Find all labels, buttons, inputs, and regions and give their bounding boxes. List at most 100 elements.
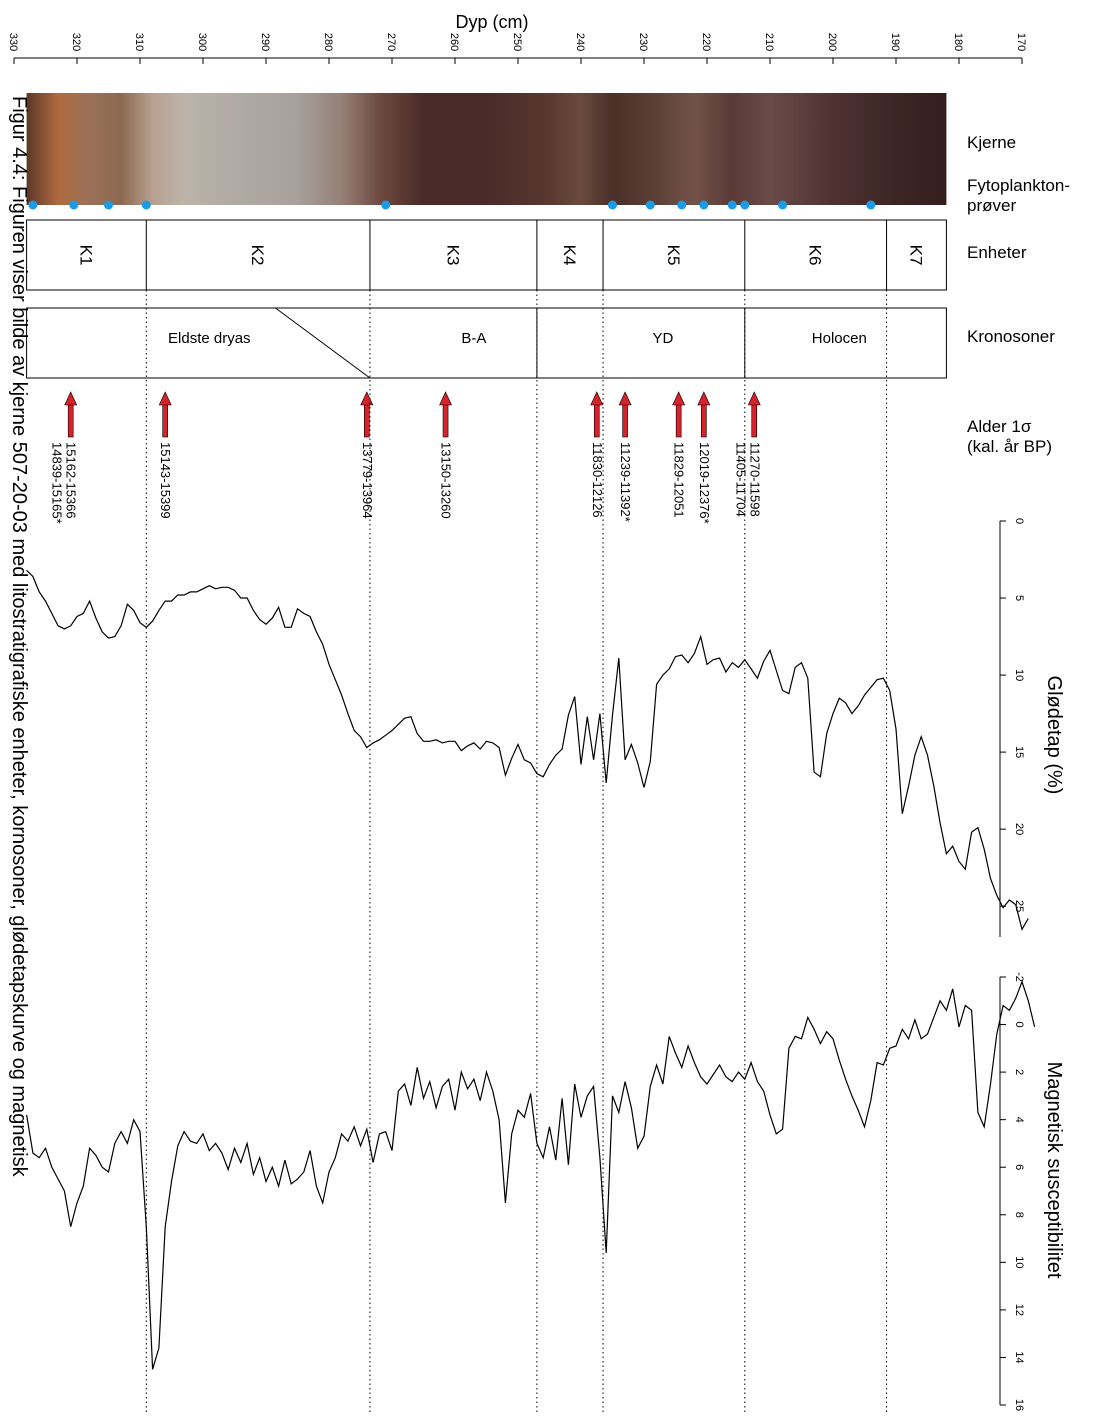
phyto-sample-dot <box>645 200 655 210</box>
age-arrow-head <box>747 391 761 406</box>
age-arrow-head <box>158 391 172 406</box>
depth-tick-label: 190 <box>889 33 901 51</box>
depth-tick-label: 210 <box>763 33 775 51</box>
age-arrow-head <box>360 391 374 406</box>
depth-tick-label: 180 <box>952 33 964 51</box>
age-label: 11239-11392* <box>618 442 633 522</box>
age-arrow-head <box>439 391 453 406</box>
depth-tick-label: 310 <box>133 33 145 51</box>
age-label: 11270-11598 <box>747 442 762 517</box>
value-tick-label: 25 <box>1013 900 1025 912</box>
depth-tick-label: 300 <box>196 33 208 51</box>
phyto-sample-dot <box>778 200 788 210</box>
depth-tick-label: 290 <box>259 33 271 51</box>
depth-tick-label: 280 <box>322 33 334 51</box>
value-tick-label: 16 <box>1013 1399 1025 1411</box>
chronozone-diagonal <box>275 307 371 379</box>
age-label: 12019-12376* <box>697 442 712 524</box>
depth-tick-label: 200 <box>826 33 838 51</box>
value-tick-label: -2 <box>1013 972 1025 982</box>
phyto-sample-dot <box>866 200 876 210</box>
phyto-sample-dot <box>28 200 38 210</box>
row-label-chronozones: Kronosoner <box>967 327 1055 346</box>
age-arrow-head <box>64 391 78 406</box>
phyto-sample-dot <box>608 200 617 210</box>
age-arrow <box>751 402 758 438</box>
value-tick-label: 20 <box>1013 823 1025 835</box>
unit-label: K2 <box>248 245 267 266</box>
age-arrow <box>593 402 600 438</box>
chronozone-label: YD <box>652 330 673 347</box>
age-arrow-head <box>697 391 711 406</box>
value-tick-label: 0 <box>1013 1021 1025 1027</box>
depth-axis-title: Dyp (cm) <box>456 12 529 32</box>
chronozone-label: B-A <box>461 330 486 347</box>
row-label-ages: Alder 1σ (kal. år BP) <box>967 417 1052 456</box>
age-arrow <box>363 402 370 438</box>
age-arrow <box>675 402 682 438</box>
depth-tick-label: 220 <box>700 33 712 51</box>
value-tick-label: 0 <box>1013 518 1025 524</box>
age-label: 14839-15165* <box>50 442 65 524</box>
age-arrow <box>622 402 628 438</box>
row-label-phyto: Fytoplankton-prøver <box>967 176 1070 215</box>
ms-axis-title: Magnetisk susceptibilitet <box>1043 1062 1065 1279</box>
depth-tick-label: 320 <box>70 33 82 51</box>
chronozone-label: Eldste dryas <box>168 330 251 347</box>
age-label: 13779-13964 <box>360 442 375 519</box>
core-photo <box>26 93 947 205</box>
age-label: 15143-15399 <box>158 442 173 519</box>
phyto-sample-dot <box>727 200 737 210</box>
value-tick-label: 10 <box>1013 669 1025 681</box>
unit-label: K3 <box>443 245 462 266</box>
age-arrow <box>442 402 449 438</box>
value-tick-label: 10 <box>1013 1256 1025 1268</box>
units-frame <box>26 219 947 291</box>
row-label-units: Enheter <box>967 243 1027 262</box>
ms-plot: -2 0 2 4 6 8 10 12 14 16 Magnetisk susceptibilite… <box>26 972 1065 1411</box>
age-label: 13150-13260 <box>439 442 454 519</box>
chronozone-frame <box>26 307 947 379</box>
unit-label: K5 <box>664 245 683 266</box>
value-tick-label: 14 <box>1013 1351 1025 1363</box>
value-tick-label: 6 <box>1013 1164 1025 1170</box>
figure-caption: Figur 4.4: Figuren viser bilde av kjerne… <box>8 96 30 1178</box>
phyto-sample-dot <box>104 200 113 210</box>
row-label-core: Kjerne <box>967 133 1016 152</box>
age-arrow-head <box>590 391 604 406</box>
unit-label: K1 <box>76 245 95 266</box>
phyto-sample-dot <box>69 200 79 210</box>
age-arrow <box>67 402 74 438</box>
depth-tick-label: 240 <box>574 33 586 51</box>
unit-label: K7 <box>906 245 925 266</box>
age-arrow <box>162 402 168 438</box>
phyto-sample-dot <box>381 200 391 210</box>
value-tick-label: 5 <box>1013 595 1025 601</box>
value-tick-label: 4 <box>1013 1117 1025 1123</box>
loi-series-line <box>26 569 1029 931</box>
value-tick-label: 2 <box>1013 1069 1025 1075</box>
depth-tick-label: 170 <box>1015 33 1027 51</box>
age-arrow-head <box>618 391 632 406</box>
age-arrow <box>701 402 707 438</box>
loi-axis-title: Glødetap (%) <box>1043 676 1065 795</box>
value-tick-label: 15 <box>1013 746 1025 758</box>
age-label: 11830-12126 <box>590 442 605 518</box>
depth-tick-label: 230 <box>637 33 649 51</box>
value-tick-label: 8 <box>1013 1212 1025 1218</box>
phyto-sample-dot <box>740 200 750 210</box>
phyto-sample-dot <box>141 200 151 210</box>
unit-label: K4 <box>560 245 579 266</box>
age-arrow-head <box>672 391 686 406</box>
chronozone-label: Holocen <box>812 330 867 347</box>
value-tick-label: 12 <box>1013 1304 1025 1316</box>
phyto-sample-dot <box>699 200 709 210</box>
age-label: 15162-15366 <box>64 442 79 519</box>
age-label: 11405-11704 <box>733 442 748 517</box>
depth-tick-label: 330 <box>7 33 19 51</box>
unit-label: K6 <box>806 245 825 266</box>
phyto-sample-dot <box>677 200 687 210</box>
loi-plot: 0 5 10 15 20 25 Glødetap (%) <box>26 518 1065 937</box>
depth-tick-label: 270 <box>385 33 397 51</box>
